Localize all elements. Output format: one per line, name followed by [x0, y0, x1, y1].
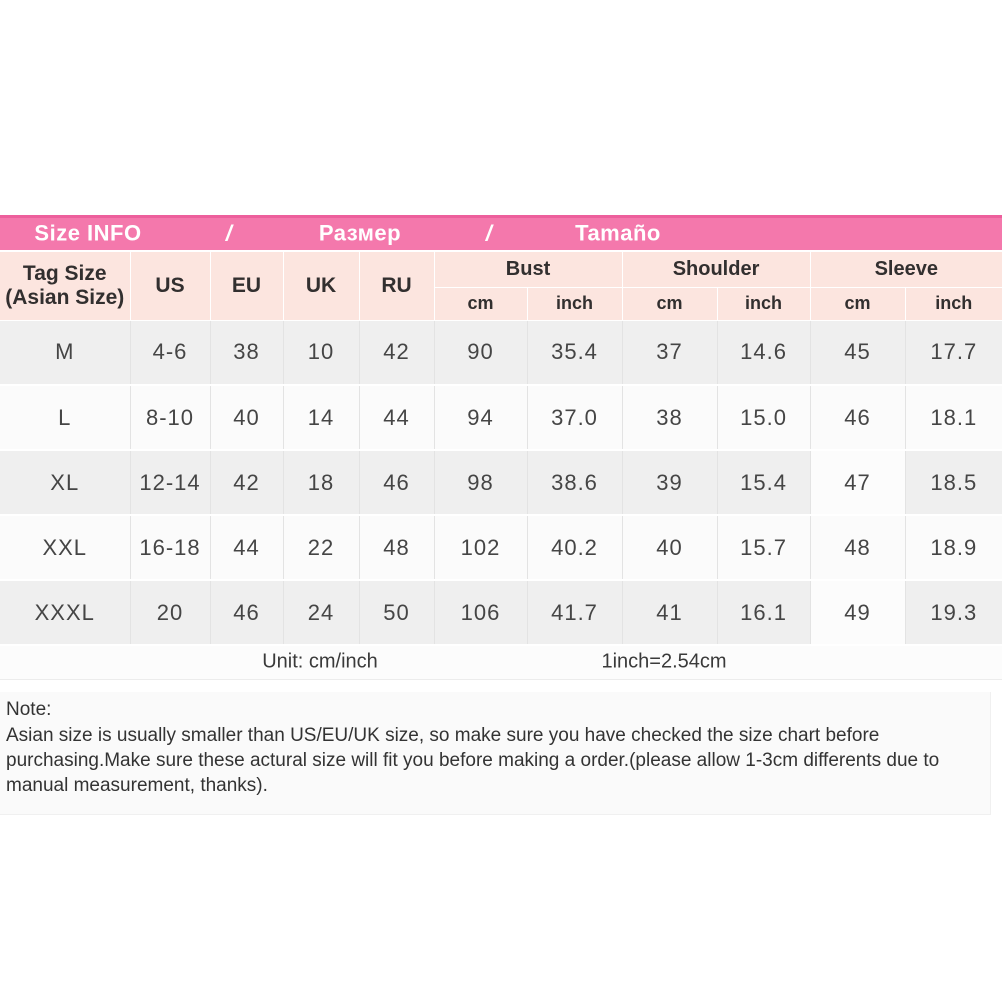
cell-shoulder-cm: 40 [622, 515, 718, 581]
banner-tamano-label: Tamaño [575, 220, 661, 246]
cell-bust-inch: 41.7 [527, 580, 623, 646]
header-sleeve-cm: cm [810, 287, 906, 321]
note-title: Note: [6, 699, 52, 720]
cell-shoulder-cm: 37 [622, 320, 718, 386]
cell-us: 20 [130, 580, 211, 646]
cell-shoulder-inch: 15.0 [717, 385, 811, 451]
header-uk: UK [283, 252, 360, 321]
header-eu: EU [210, 252, 284, 321]
header-sleeve-inch: inch [905, 287, 1002, 321]
cell-us: 8-10 [130, 385, 211, 451]
cell-uk: 18 [283, 450, 360, 516]
note-block: Note: Asian size is usually smaller than… [0, 692, 991, 816]
header-shoulder-cm: cm [622, 287, 718, 321]
cell-shoulder-inch: 14.6 [717, 320, 811, 386]
cell-shoulder-cm: 41 [622, 580, 718, 646]
cell-sleeve-inch: 17.7 [905, 320, 1002, 386]
cell-eu: 38 [210, 320, 284, 386]
size-row-m: M 4-6 38 10 42 90 35.4 37 14.6 45 17.7 [0, 320, 1002, 386]
size-chart-block: Size INFO / Размер / Tamaño Tag Size (As… [0, 215, 1002, 816]
header-ru: RU [359, 252, 435, 321]
header-tag-size-line1: Tag Size [22, 262, 107, 286]
size-table: Tag Size (Asian Size) US EU UK RU Bust S… [0, 252, 1002, 646]
cell-tag: XXXL [0, 580, 131, 646]
header-bust: Bust [434, 252, 623, 288]
title-banner: Size INFO / Размер / Tamaño [0, 215, 1002, 250]
cell-tag: XL [0, 450, 131, 516]
note-body: Asian size is usually smaller than US/EU… [6, 725, 940, 797]
cell-us: 12-14 [130, 450, 211, 516]
cell-sleeve-cm: 46 [810, 385, 906, 451]
cell-bust-inch: 40.2 [527, 515, 623, 581]
header-us: US [130, 252, 211, 321]
cell-uk: 10 [283, 320, 360, 386]
cell-shoulder-inch: 16.1 [717, 580, 811, 646]
header-shoulder-inch: inch [717, 287, 811, 321]
cell-bust-inch: 35.4 [527, 320, 623, 386]
cell-us: 4-6 [130, 320, 211, 386]
cell-bust-inch: 38.6 [527, 450, 623, 516]
cell-bust-cm: 94 [434, 385, 528, 451]
cell-tag: M [0, 320, 131, 386]
size-row-xxl: XXL 16-18 44 22 48 102 40.2 40 15.7 48 1… [0, 515, 1002, 581]
banner-razmer-label: Размер [318, 220, 402, 246]
size-row-xl: XL 12-14 42 18 46 98 38.6 39 15.4 47 18.… [0, 450, 1002, 516]
cell-shoulder-cm: 38 [622, 385, 718, 451]
cell-eu: 44 [210, 515, 284, 581]
cell-sleeve-cm: 47 [810, 450, 906, 516]
header-tag-size-line2: (Asian Size) [5, 285, 125, 309]
cell-ru: 46 [359, 450, 435, 516]
cell-sleeve-cm: 49 [810, 580, 906, 646]
cell-ru: 42 [359, 320, 435, 386]
cell-us: 16-18 [130, 515, 211, 581]
cell-sleeve-inch: 18.1 [905, 385, 1002, 451]
cell-eu: 40 [210, 385, 284, 451]
cell-uk: 22 [283, 515, 360, 581]
cell-bust-cm: 102 [434, 515, 528, 581]
banner-slash-1: / [225, 220, 233, 246]
cell-bust-inch: 37.0 [527, 385, 623, 451]
size-row-xxxl: XXXL 20 46 24 50 106 41.7 41 16.1 49 19.… [0, 580, 1002, 646]
header-tag-size: Tag Size (Asian Size) [0, 252, 131, 321]
cell-ru: 44 [359, 385, 435, 451]
banner-size-info-label: Size INFO [34, 220, 142, 246]
cell-sleeve-inch: 18.9 [905, 515, 1002, 581]
unit-label: Unit: cm/inch [262, 650, 378, 673]
cell-eu: 42 [210, 450, 284, 516]
conversion-label: 1inch=2.54cm [601, 650, 727, 673]
cell-bust-cm: 106 [434, 580, 528, 646]
header-sleeve: Sleeve [810, 252, 1002, 288]
cell-tag: XXL [0, 515, 131, 581]
cell-ru: 48 [359, 515, 435, 581]
cell-sleeve-inch: 18.5 [905, 450, 1002, 516]
cell-shoulder-inch: 15.7 [717, 515, 811, 581]
banner-slash-2: / [485, 220, 493, 246]
cell-bust-cm: 90 [434, 320, 528, 386]
header-bust-cm: cm [434, 287, 528, 321]
size-row-l: L 8-10 40 14 44 94 37.0 38 15.0 46 18.1 [0, 385, 1002, 451]
cell-ru: 50 [359, 580, 435, 646]
header-bust-inch: inch [527, 287, 623, 321]
cell-sleeve-cm: 48 [810, 515, 906, 581]
cell-uk: 24 [283, 580, 360, 646]
cell-uk: 14 [283, 385, 360, 451]
header-shoulder: Shoulder [622, 252, 811, 288]
unit-footer-row: Unit: cm/inch 1inch=2.54cm [0, 646, 1002, 680]
cell-shoulder-inch: 15.4 [717, 450, 811, 516]
cell-eu: 46 [210, 580, 284, 646]
cell-bust-cm: 98 [434, 450, 528, 516]
cell-tag: L [0, 385, 131, 451]
cell-shoulder-cm: 39 [622, 450, 718, 516]
cell-sleeve-inch: 19.3 [905, 580, 1002, 646]
cell-sleeve-cm: 45 [810, 320, 906, 386]
